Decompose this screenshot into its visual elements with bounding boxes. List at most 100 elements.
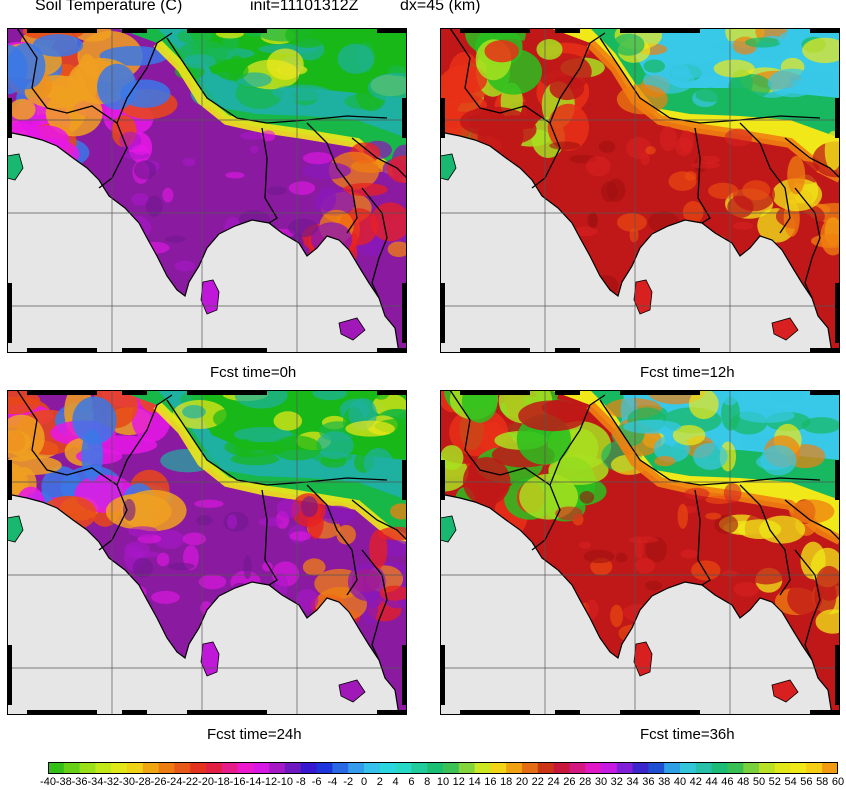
colorbar-tick-label: -36 [71, 776, 88, 788]
colorbar-box [822, 762, 838, 774]
colorbar-tick-label: 34 [626, 776, 639, 788]
colorbar-box [806, 762, 823, 774]
colorbar-tick-label: 36 [642, 776, 655, 788]
colorbar-box [300, 762, 317, 774]
colorbar-tick-label: 28 [579, 776, 592, 788]
caption-24h: Fcst time=24h [207, 726, 302, 743]
colorbar-box [221, 762, 238, 774]
colorbar-tick-label: 10 [436, 776, 450, 788]
colorbar-tick-label: -12 [261, 776, 278, 788]
colorbar-box [553, 762, 570, 774]
colorbar-tick-label: -2 [343, 776, 354, 788]
colorbar-box [95, 762, 112, 774]
colorbar-tick-label: -30 [119, 776, 135, 788]
colorbar-tick-label: 22 [531, 776, 544, 788]
title-variable: Soil Temperature (C) [35, 0, 183, 14]
caption-0h: Fcst time=0h [210, 364, 297, 381]
colorbar-tick-label: 54 [784, 776, 797, 788]
colorbar-box [695, 762, 712, 774]
colorbar-box [332, 762, 349, 774]
colorbar-box [206, 762, 223, 774]
colorbar-tick-label: 30 [594, 776, 608, 788]
colorbar-box [743, 762, 760, 774]
colorbar-box [174, 762, 191, 774]
colorbar-tick-label: 42 [689, 776, 702, 788]
colorbar-tick-label: 50 [752, 776, 766, 788]
title-init: init=11101312Z [250, 0, 359, 14]
colorbar-box [569, 762, 586, 774]
colorbar-box [585, 762, 602, 774]
colorbar-box [680, 762, 697, 774]
colorbar-tick-label: 26 [563, 776, 576, 788]
colorbar-tick-label: -38 [55, 776, 72, 788]
colorbar-tick-label: 8 [424, 776, 431, 788]
colorbar-tick-label: -28 [134, 776, 151, 788]
colorbar-tick-label: 60 [831, 776, 845, 788]
title-resolution: dx=45 (km) [400, 0, 481, 14]
colorbar-box [443, 762, 460, 774]
colorbar-tick-label: 2 [376, 776, 383, 788]
colorbar-box [269, 762, 286, 774]
colorbar-tick-label: 56 [800, 776, 813, 788]
colorbar-box [790, 762, 807, 774]
colorbar-tick-label: 40 [673, 776, 687, 788]
colorbar-tick-label: -16 [229, 776, 246, 788]
caption-36h: Fcst time=36h [640, 726, 735, 743]
colorbar-box [348, 762, 365, 774]
colorbar-tick-label: -20 [198, 776, 214, 788]
colorbar-tick-label: 38 [658, 776, 671, 788]
colorbar-tick-label: -6 [311, 776, 322, 788]
colorbar-tick-label: 32 [610, 776, 623, 788]
colorbar-tick-label: -10 [277, 776, 293, 788]
colorbar-tick-label: 6 [408, 776, 415, 788]
colorbar-box [506, 762, 523, 774]
colorbar-box [395, 762, 412, 774]
colorbar-tick-label: 44 [705, 776, 718, 788]
colorbar-box [759, 762, 776, 774]
colorbar-tick-label: 18 [500, 776, 513, 788]
colorbar-tick-label: -22 [182, 776, 199, 788]
colorbar-tick-label: 24 [547, 776, 560, 788]
colorbar-tick-label: -14 [245, 776, 262, 788]
colorbar-tick-label: -34 [87, 776, 104, 788]
colorbar-tick-label: 16 [484, 776, 497, 788]
colorbar-tick-label: 14 [468, 776, 481, 788]
colorbar-tick-label: -40 [40, 776, 56, 788]
colorbar-tick-label: 4 [392, 776, 399, 788]
colorbar-box [79, 762, 96, 774]
colorbar [48, 762, 838, 774]
colorbar-box [253, 762, 270, 774]
map-panel-36h [440, 390, 840, 715]
colorbar-box [664, 762, 681, 774]
colorbar-box [190, 762, 207, 774]
colorbar-box [111, 762, 128, 774]
map-panel-24h [7, 390, 407, 715]
colorbar-tick-label: 58 [816, 776, 829, 788]
colorbar-box [427, 762, 444, 774]
colorbar-box [285, 762, 302, 774]
colorbar-box [63, 762, 80, 774]
colorbar-box [158, 762, 175, 774]
colorbar-box [632, 762, 649, 774]
colorbar-box [648, 762, 665, 774]
colorbar-tick-label: 20 [515, 776, 529, 788]
colorbar-box [411, 762, 428, 774]
colorbar-box [379, 762, 396, 774]
colorbar-tick-label: 12 [452, 776, 465, 788]
colorbar-box [537, 762, 554, 774]
colorbar-box [774, 762, 791, 774]
colorbar-tick-label: -4 [327, 776, 338, 788]
colorbar-box [616, 762, 633, 774]
colorbar-box [727, 762, 744, 774]
colorbar-tick-label: -18 [213, 776, 230, 788]
colorbar-box [458, 762, 475, 774]
caption-12h: Fcst time=12h [640, 364, 735, 381]
colorbar-box [490, 762, 507, 774]
colorbar-box [474, 762, 491, 774]
map-panel-12h [440, 28, 840, 353]
colorbar-tick-label: -32 [103, 776, 120, 788]
colorbar-tick-label: -8 [295, 776, 306, 788]
colorbar-box [522, 762, 539, 774]
colorbar-box [316, 762, 333, 774]
colorbar-tick-label: -26 [150, 776, 167, 788]
